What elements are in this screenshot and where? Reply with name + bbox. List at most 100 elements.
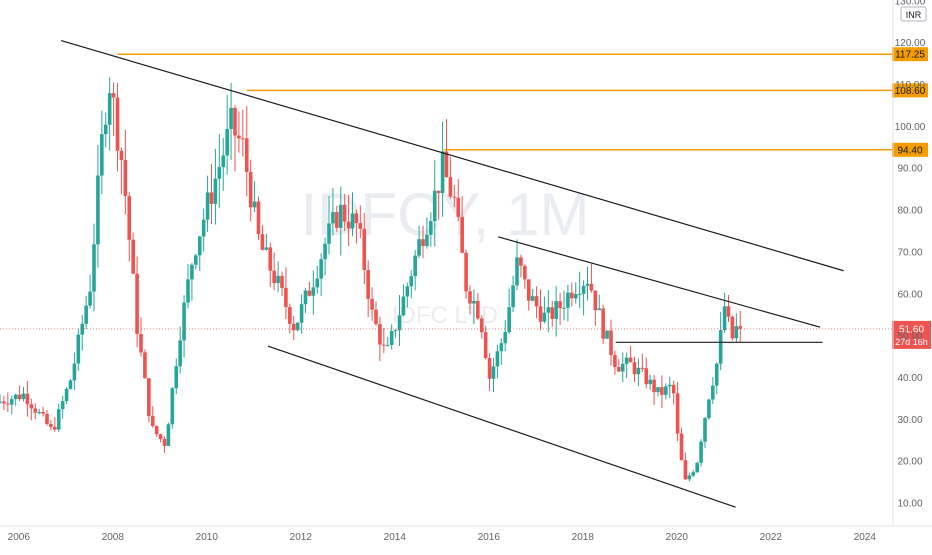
candle-body: [405, 286, 410, 297]
candle-body: [256, 201, 261, 235]
candle-body: [585, 283, 590, 286]
trend-lines-layer[interactable]: [60, 40, 844, 508]
trend-line[interactable]: [267, 345, 736, 508]
time-tick-label: 2022: [760, 532, 783, 543]
candle-body: [25, 393, 30, 405]
candle-body: [143, 352, 147, 379]
last-price-label: 51.60: [899, 324, 924, 335]
candle-body: [495, 351, 500, 367]
time-tick-label: 2006: [8, 532, 31, 543]
candle-body: [139, 334, 143, 353]
candle-body: [558, 301, 562, 309]
last-price-tag: [892, 320, 931, 349]
candle-body: [21, 393, 26, 400]
candle-body: [648, 379, 652, 385]
candle-body: [56, 409, 61, 430]
candle-body: [581, 285, 586, 294]
candle-body: [0, 401, 2, 403]
candle-body: [409, 276, 414, 287]
candle-body: [260, 234, 265, 250]
candle-body: [464, 252, 468, 292]
candle-body: [526, 279, 531, 301]
price-tick-label: 120.00: [895, 38, 926, 49]
candle-body: [29, 404, 34, 409]
time-tick-label: 2008: [102, 532, 125, 543]
candle-body: [13, 394, 18, 400]
candle-body: [49, 424, 53, 427]
candle-body: [178, 340, 182, 367]
time-tick-label: 2024: [854, 532, 877, 543]
candle-body: [72, 363, 77, 381]
price-tick-label: 40.00: [897, 373, 922, 384]
level-price-label: 108.60: [895, 86, 926, 97]
watermark: IDFCY, 1M IDFC LTD: [301, 181, 590, 329]
time-tick-label: 2012: [290, 532, 313, 543]
candle-body: [699, 441, 703, 463]
candle-body: [550, 307, 555, 319]
time-tick-label: 2016: [478, 532, 501, 543]
candle-body: [656, 387, 660, 393]
price-axis[interactable]: 10.00 20.00 30.00 40.00 50.00 60.00 70.00 80.00…: [892, 0, 926, 526]
price-tick-label: 110.00: [895, 80, 925, 91]
candle-body: [111, 93, 116, 98]
candle-body: [280, 275, 284, 288]
price-tick-label: 70.00: [897, 247, 922, 258]
candle-body: [546, 307, 551, 313]
candle-body: [499, 343, 504, 352]
candle-body: [100, 134, 104, 176]
candle-body: [135, 273, 139, 335]
candle-body: [33, 408, 38, 413]
candle-body: [730, 316, 735, 339]
trend-line[interactable]: [60, 40, 844, 272]
candle-body: [511, 285, 515, 308]
time-axis[interactable]: 2006 2008 2010 2012 2014 2016 2018 2020 2022 2024: [0, 525, 932, 543]
candle-body: [131, 239, 135, 274]
candle-body: [53, 426, 57, 430]
candle-body: [479, 318, 484, 333]
candle-body: [444, 151, 449, 178]
candle-body: [248, 172, 253, 208]
candle-body: [41, 412, 45, 414]
candle-body: [440, 151, 445, 194]
trend-line[interactable]: [498, 236, 821, 328]
candle-body: [123, 160, 128, 197]
candle-body: [589, 283, 594, 291]
candle-body: [726, 306, 731, 317]
price-tick-label: 80.00: [897, 206, 922, 217]
candle-body: [92, 244, 96, 292]
candle-body: [194, 255, 198, 265]
bar-countdown-label: 27d 16h: [895, 337, 928, 347]
candle-body: [667, 384, 672, 387]
horizontal-levels-layer[interactable]: 117.25 108.60 94.40: [117, 47, 929, 157]
candle-body: [9, 399, 14, 405]
price-tick-label: 60.00: [897, 289, 922, 300]
price-tick-label: 50.00: [897, 331, 922, 342]
level-price-tag: [892, 142, 928, 157]
candle-body: [335, 212, 339, 228]
candle-body: [385, 344, 390, 346]
candle-body: [632, 362, 637, 375]
candle-body: [671, 384, 676, 394]
candle-body: [640, 367, 645, 369]
candle-body: [448, 177, 453, 197]
candle-body: [620, 363, 625, 372]
candle-body: [483, 332, 488, 359]
price-tick-label: 10.00: [897, 498, 922, 509]
candle-body: [362, 228, 367, 270]
candle-body: [570, 292, 574, 299]
candle-body: [96, 175, 100, 245]
candle-body: [299, 304, 304, 323]
currency-badge[interactable]: INR: [900, 6, 927, 22]
candle-body: [68, 380, 73, 389]
candle-body: [644, 368, 649, 385]
candle-body: [542, 312, 547, 322]
candle-body: [2, 401, 6, 404]
candle-body: [190, 264, 194, 280]
candle-body: [417, 239, 421, 256]
candle-body: [476, 300, 480, 319]
candle-body: [691, 472, 696, 476]
candle-body: [577, 293, 582, 295]
candle-body: [452, 196, 457, 198]
